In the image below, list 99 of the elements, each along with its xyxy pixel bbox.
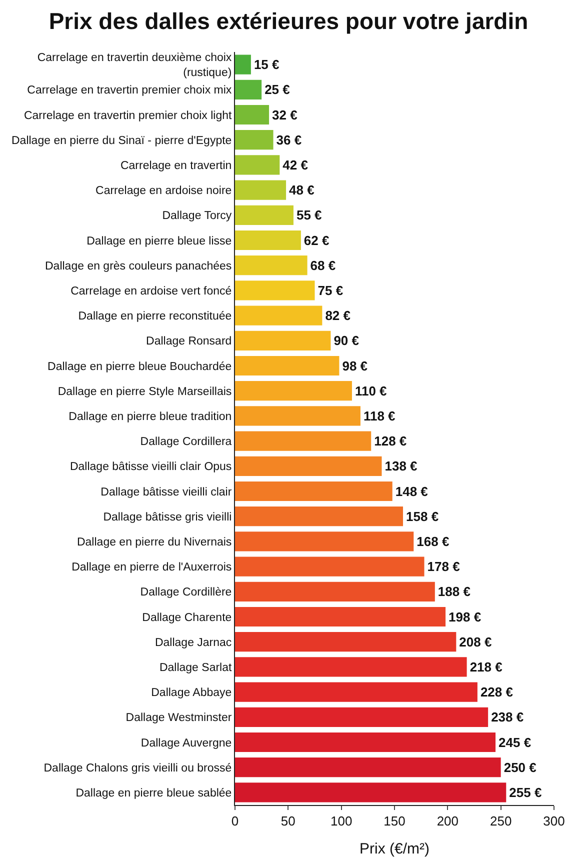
y-tick-label: Dallage Auvergne: [140, 737, 232, 750]
y-tick-label: Dallage Westminster: [126, 712, 232, 724]
bar: [235, 80, 262, 100]
y-tick-label: Dallage Chalons gris vieilli ou brossé: [44, 762, 232, 774]
y-tick-label: Carrelage en travertin premier choix mix: [27, 84, 232, 97]
bar: [235, 230, 301, 250]
data-label: 168 €: [416, 534, 450, 549]
data-label: 110 €: [354, 383, 387, 398]
y-tick-label: Dallage bâtisse vieilli clair: [100, 486, 232, 498]
y-tick-label: Dallage Charente: [142, 612, 232, 624]
bar: [235, 406, 360, 426]
bar: [235, 456, 382, 476]
bar: [235, 205, 294, 225]
y-tick-label: Dallage Cordillère: [140, 586, 232, 599]
data-label: 118 €: [363, 408, 396, 424]
y-tick-label: Dallage en grès couleurs panachées: [45, 260, 232, 272]
bar: [235, 632, 456, 652]
data-label: 98 €: [342, 358, 368, 374]
data-label: 255 €: [509, 784, 542, 800]
data-label: 32 €: [272, 107, 298, 122]
bar: [235, 306, 322, 326]
y-tick-label: Dallage en pierre bleue Bouchardée: [48, 360, 232, 373]
data-label: 245 €: [498, 734, 532, 750]
bar: [235, 532, 414, 552]
y-tick-label: Dallage en pierre du Nivernais: [76, 536, 232, 548]
bar: [235, 481, 392, 502]
x-tick-label: 50: [280, 814, 296, 829]
bar: [235, 356, 340, 376]
x-tick-label: 150: [384, 814, 406, 829]
bar: [235, 381, 352, 401]
y-tick-label: Dallage en pierre bleue tradition: [68, 410, 232, 423]
y-tick-label: Dallage bâtisse vieilli clair Opus: [70, 461, 232, 474]
bar: [235, 606, 446, 627]
x-tick-label: 250: [490, 814, 512, 829]
data-label: 128 €: [374, 434, 407, 449]
bar: [235, 682, 478, 702]
data-label: 55 €: [296, 208, 322, 223]
y-tick-label: Dallage Cordillera: [140, 436, 232, 448]
data-label: 198 €: [448, 609, 482, 624]
y-tick-label: Carrelage en ardoise noire: [96, 185, 232, 198]
data-label: 178 €: [427, 559, 460, 574]
chart-title: Prix des dalles extérieures pour votre jardin: [48, 8, 528, 34]
bar: [235, 104, 270, 125]
data-label: 15 €: [254, 57, 280, 72]
bar: [235, 431, 372, 451]
data-label: 188 €: [438, 584, 470, 600]
y-tick-label: Dallage bâtisse gris vieilli: [103, 511, 232, 524]
bar: [235, 657, 467, 677]
y-tick-label: Dallage Abbaye: [151, 687, 232, 700]
x-tick-label: 200: [436, 814, 459, 829]
bar: [235, 707, 488, 727]
data-label: 208 €: [459, 634, 492, 650]
bar: [235, 280, 315, 300]
bar: [235, 582, 435, 602]
bar: [235, 330, 331, 350]
data-label: 158 €: [406, 508, 439, 524]
data-label: 36 €: [276, 132, 302, 148]
bar: [235, 54, 251, 74]
x-tick-label: 100: [330, 814, 352, 829]
data-label: 138 €: [384, 458, 418, 474]
data-label: 68 €: [310, 258, 336, 273]
bar: [235, 556, 424, 576]
bar: [235, 130, 274, 150]
y-tick-label: Dallage en pierre bleue sablée: [76, 787, 232, 800]
y-tick-label: Carrelage en travertin premier choix light: [24, 110, 232, 122]
data-label: 90 €: [334, 333, 360, 348]
data-label: 25 €: [264, 82, 290, 98]
y-tick-label: Dallage en pierre Style Marseillais: [58, 386, 232, 398]
y-tick-label: Dallage Sarlat: [159, 662, 233, 674]
x-tick-label: 300: [543, 814, 565, 829]
data-label: 148 €: [395, 484, 428, 499]
bar: [235, 782, 506, 802]
data-label: 42 €: [282, 157, 308, 172]
x-tick-label: 0: [231, 814, 239, 829]
data-label: 62 €: [304, 232, 330, 248]
y-tick-label: Dallage Jarnac: [154, 636, 232, 649]
bar: [235, 256, 308, 276]
x-axis-title: Prix (€/m²): [360, 840, 430, 858]
bar: [235, 758, 501, 778]
data-label: 250 €: [504, 760, 536, 775]
y-tick-label: Dallage en pierre bleue lisse: [86, 235, 232, 248]
y-tick-label: Dallage en pierre du Sinaï - pierre d'Egypte: [12, 134, 232, 147]
bar: [235, 732, 496, 752]
bar: [235, 180, 286, 200]
y-tick-label: Carrelage en travertin: [120, 160, 232, 172]
y-tick-label: Dallage Torcy: [162, 210, 232, 222]
bar: [235, 155, 280, 175]
data-label: 75 €: [318, 282, 344, 298]
data-label: 228 €: [480, 684, 513, 700]
data-label: 82 €: [325, 308, 351, 324]
y-tick-label: Dallage en pierre reconstituée: [78, 310, 232, 323]
data-label: 218 €: [470, 659, 502, 674]
y-tick-label: Carrelage en ardoise vert foncé: [70, 285, 232, 298]
data-label: 238 €: [491, 710, 524, 725]
y-tick-label: Dallage en pierre de l'Auxerrois: [72, 562, 232, 574]
bar: [235, 506, 404, 526]
y-tick-label: Dallage Ronsard: [146, 336, 232, 348]
data-label: 48 €: [289, 182, 314, 198]
y-tick-label: Carrelage en travertin deuxième choix (rustique): [37, 52, 232, 80]
